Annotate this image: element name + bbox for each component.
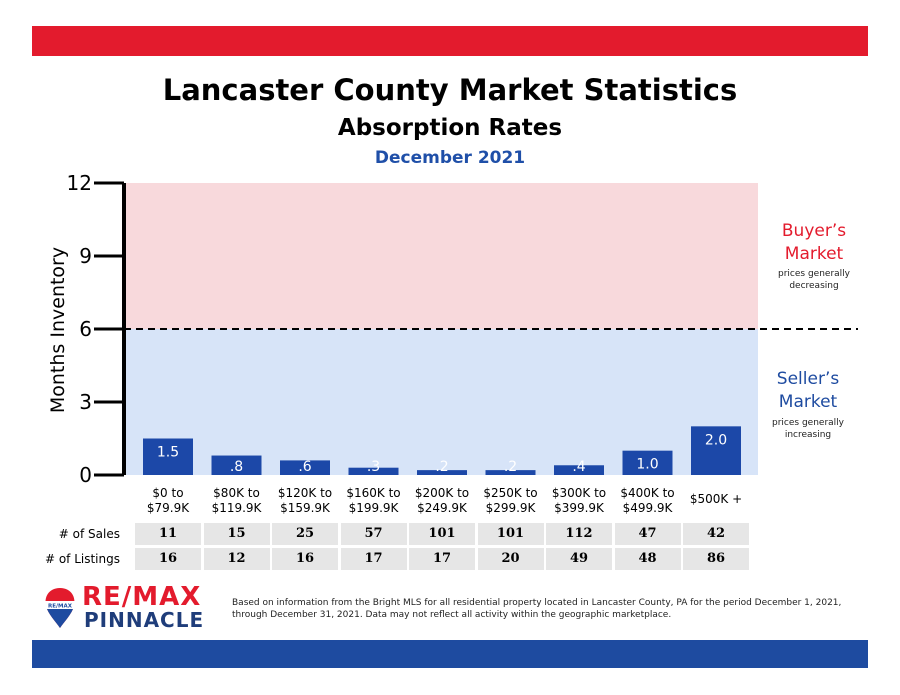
x-category-label: $119.9K xyxy=(212,501,263,515)
bar xyxy=(143,438,193,475)
seller-note2: increasing xyxy=(785,430,831,440)
bar xyxy=(622,450,673,475)
listings-cell: 16 xyxy=(135,548,201,570)
listings-cell: 12 xyxy=(203,548,270,570)
listings-cell: 20 xyxy=(477,548,544,570)
bar-value-label: 2.0 xyxy=(705,432,727,448)
x-category-label: $250K to xyxy=(483,486,537,500)
x-category-label: $249.9K xyxy=(417,501,468,515)
sales-cell: 57 xyxy=(340,523,407,545)
buyer-title2: Market xyxy=(785,244,844,264)
sales-cell: 42 xyxy=(683,523,749,545)
listings-cell: 16 xyxy=(272,548,338,570)
bar xyxy=(280,460,330,475)
top-red-band xyxy=(32,26,868,56)
bar-value-label: .6 xyxy=(298,459,311,475)
sales-cell: 101 xyxy=(477,523,544,545)
x-category-label: $300K to xyxy=(552,486,606,500)
listings-cell: 49 xyxy=(546,548,612,570)
page-subtitle: Absorption Rates xyxy=(337,115,563,141)
buyer-title1: Buyer’s xyxy=(782,221,846,241)
listings-row-label: # of Listings xyxy=(44,552,120,566)
x-category-label: $120K to xyxy=(278,486,332,500)
sales-cell: 47 xyxy=(614,523,681,545)
bar-value-label: .3 xyxy=(367,459,380,475)
x-category-label: $199.9K xyxy=(349,501,400,515)
x-category-label: $500K + xyxy=(690,492,742,506)
sales-cell: 11 xyxy=(135,523,201,545)
sales-cell: 25 xyxy=(272,523,338,545)
seller-note1: prices generally xyxy=(772,418,845,428)
y-tick-label: 0 xyxy=(79,463,92,487)
x-category-label: $80K to xyxy=(213,486,260,500)
brand-remax: RE/MAX xyxy=(82,582,202,612)
disclaimer-text: Based on information from the Bright MLS… xyxy=(232,598,842,620)
listings-cell: 48 xyxy=(614,548,681,570)
x-category-label: $200K to xyxy=(415,486,469,500)
x-category-label: $159.9K xyxy=(280,501,331,515)
sales-cell: 101 xyxy=(409,523,475,545)
x-category-label: $79.9K xyxy=(147,501,190,515)
remax-pinnacle-logo: RE/MAX RE/MAX PINNACLE xyxy=(42,582,222,634)
bar xyxy=(485,470,536,475)
balloon-label: RE/MAX xyxy=(48,604,73,610)
sales-cell: 112 xyxy=(546,523,612,545)
bar-value-label: .2 xyxy=(435,459,448,475)
balloon-icon: RE/MAX xyxy=(45,588,75,628)
bar xyxy=(417,470,467,475)
buyer-note1: prices generally xyxy=(778,269,851,279)
bar-value-label: .8 xyxy=(230,459,243,475)
buyer-note2: decreasing xyxy=(789,281,838,291)
bar xyxy=(554,465,604,475)
x-category-label: $499.9K xyxy=(623,501,674,515)
bar-value-label: 1.0 xyxy=(636,457,658,473)
x-category-label: $0 to xyxy=(152,486,183,500)
y-tick-label: 3 xyxy=(79,390,92,414)
bar-value-label: .4 xyxy=(572,459,585,475)
seller-title2: Market xyxy=(779,392,838,412)
page-title: Lancaster County Market Statistics xyxy=(162,73,738,107)
seller-title1: Seller’s xyxy=(777,369,840,389)
y-tick-label: 6 xyxy=(79,317,92,341)
bar xyxy=(691,426,741,475)
bottom-blue-band xyxy=(32,640,868,668)
bar-value-label: .2 xyxy=(504,459,517,475)
bar xyxy=(348,467,399,475)
x-category-label: $399.9K xyxy=(554,501,605,515)
sales-row-label: # of Sales xyxy=(58,527,120,541)
buyer-market-zone xyxy=(124,183,758,329)
listings-row: # of Listings 16 12 16 17 17 20 49 48 86 xyxy=(0,548,900,570)
x-category-label: $400K to xyxy=(620,486,674,500)
brand-pinnacle: PINNACLE xyxy=(84,608,205,632)
sales-cell: 15 xyxy=(203,523,270,545)
x-category-label: $299.9K xyxy=(486,501,537,515)
y-tick-label: 9 xyxy=(79,244,92,268)
y-axis-label: Months Inventory xyxy=(47,247,69,413)
listings-cell: 17 xyxy=(409,548,475,570)
x-category-label: $160K to xyxy=(346,486,400,500)
listings-cell: 86 xyxy=(683,548,749,570)
bar xyxy=(211,455,262,475)
sales-row: # of Sales 11 15 25 57 101 101 112 47 42 xyxy=(0,523,900,545)
bar-value-label: 1.5 xyxy=(157,445,179,461)
period-label: December 2021 xyxy=(374,148,526,168)
y-tick-label: 12 xyxy=(67,171,92,195)
listings-cell: 17 xyxy=(340,548,407,570)
